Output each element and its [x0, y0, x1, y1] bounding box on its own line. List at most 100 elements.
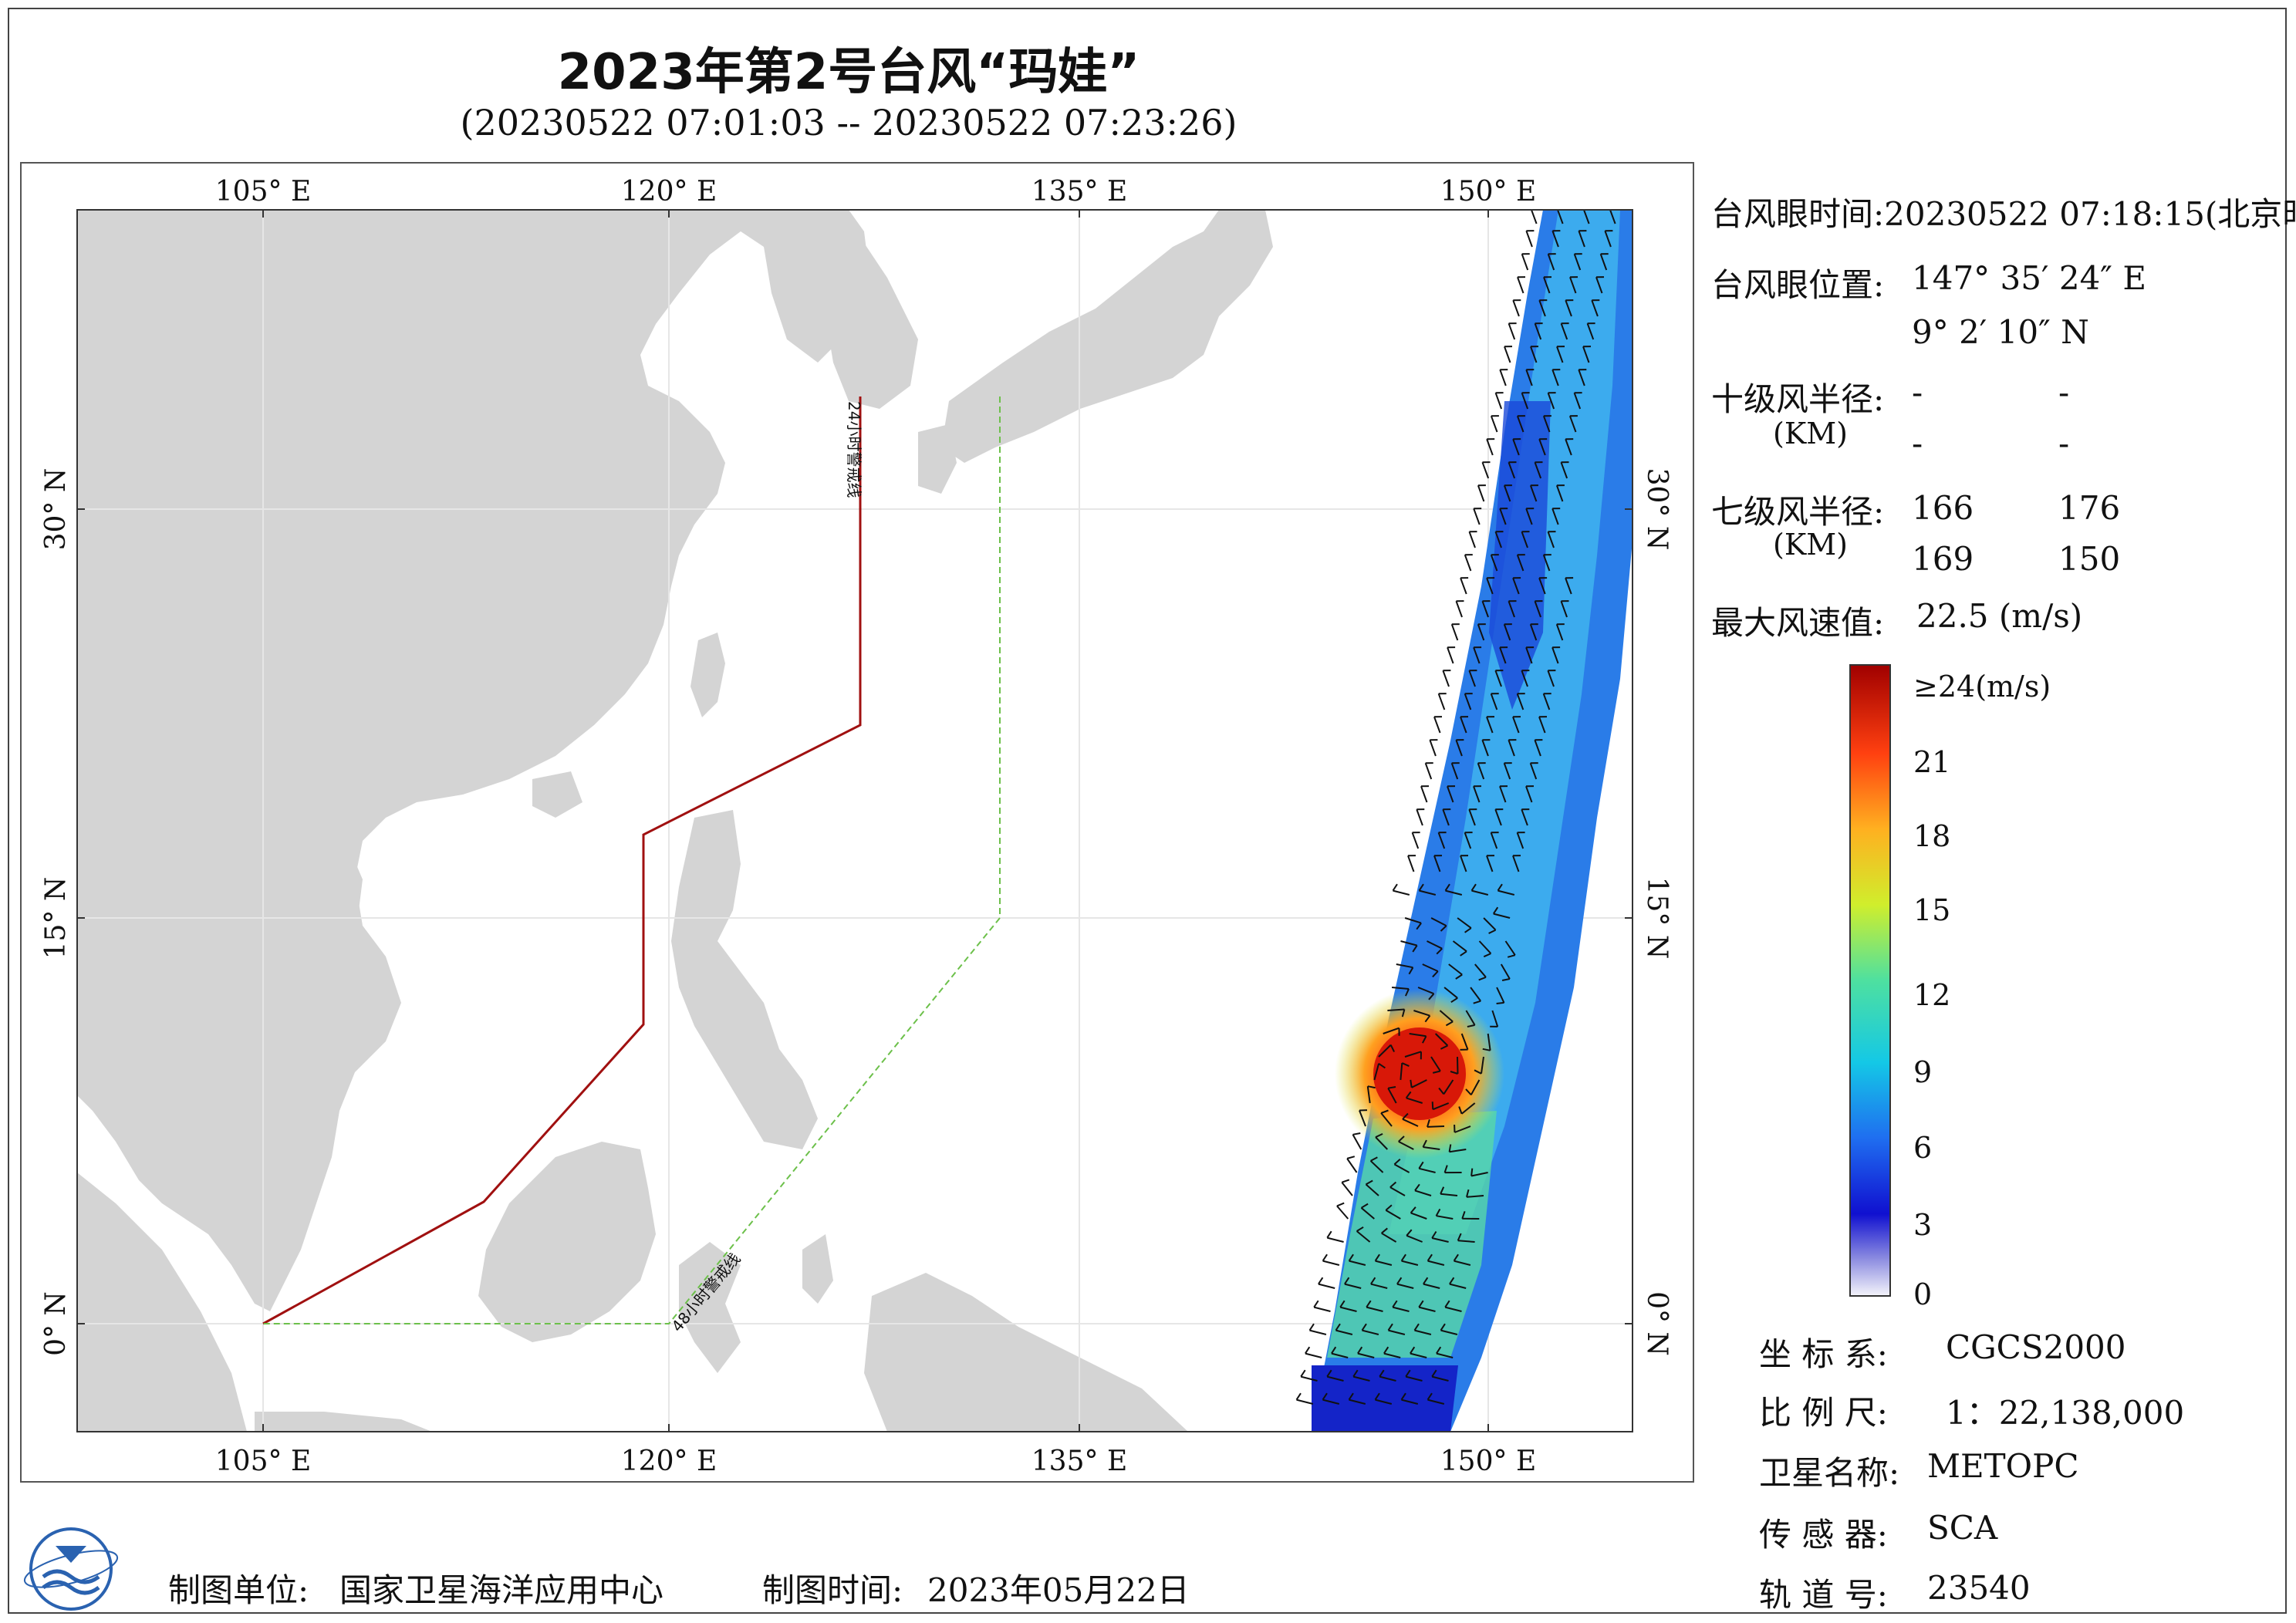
- wind-barb-shaft: [1366, 1306, 1383, 1312]
- wind-barb-shaft: [1471, 889, 1489, 896]
- halmahera: [802, 1234, 833, 1304]
- wind-barb-flag: [1356, 1226, 1364, 1232]
- wind-barb-shaft: [1352, 1134, 1362, 1150]
- wind-barb-shaft: [1424, 762, 1433, 780]
- wind-barb-shaft: [1530, 346, 1538, 363]
- wind-barb-flag: [1308, 1323, 1315, 1331]
- colorbar-label: 21: [1913, 745, 1951, 779]
- wind-barb-flag: [1406, 1229, 1413, 1237]
- eye-time: 台风眼时间:20230522 07:18:15(北京时): [1711, 188, 2296, 235]
- wind-barb-shaft: [1504, 346, 1511, 363]
- wind-barb-flag: [1370, 1277, 1376, 1285]
- wind-barb-shaft: [1296, 1399, 1314, 1405]
- wind-barb-shaft: [1327, 1237, 1344, 1243]
- wind-barb-shaft: [1516, 415, 1524, 433]
- wind-barb-shaft: [1427, 1260, 1445, 1266]
- wind-barb-flag: [1402, 1112, 1409, 1120]
- wind-barb-flag: [1388, 1086, 1396, 1089]
- wind-barb-shaft: [1417, 987, 1434, 995]
- wind-barb-shaft: [1503, 623, 1511, 641]
- wind-barb-shaft: [1388, 1329, 1406, 1335]
- wind-barb-shaft: [1305, 1352, 1322, 1358]
- wind-barb-shaft: [1454, 1125, 1471, 1133]
- wind-barb-flag: [1339, 1300, 1346, 1308]
- lon-label-bottom: 150° E: [1440, 1446, 1536, 1477]
- wind-barb-shaft: [1457, 1056, 1459, 1075]
- wind-barb-flag: [1405, 1091, 1412, 1098]
- axis-labels: 105° E 120° E 135° E 150° E 105° E 120° …: [40, 176, 1673, 1477]
- wind-barb-flag: [1414, 1183, 1420, 1191]
- scale-label: 比 例 尺:: [1759, 1394, 1888, 1432]
- wind-barb-shaft: [1344, 1283, 1362, 1289]
- wind-barb-shaft: [1470, 987, 1482, 1002]
- r10-label: 十级风半径:: [1711, 380, 1885, 418]
- colorbar-label: 0: [1913, 1277, 1933, 1311]
- wind-barb-shaft: [1373, 1063, 1380, 1081]
- wind-barb-flag: [1379, 1369, 1385, 1378]
- wind-barb-shaft: [1565, 577, 1572, 595]
- wind-barb-shaft: [1300, 1375, 1318, 1382]
- wind-barb-shaft: [1521, 808, 1528, 826]
- axis-ticks: [77, 210, 1633, 1432]
- wind-barb-flag: [1465, 1088, 1472, 1095]
- wind-barb-flag: [1455, 973, 1463, 980]
- sumatra: [77, 1173, 247, 1432]
- wind-barb-shaft: [1481, 461, 1490, 479]
- wind-barb-shaft: [1341, 1182, 1353, 1196]
- wind-barb-flag: [1466, 1189, 1470, 1198]
- wind-barb-flag: [1428, 993, 1435, 1000]
- swath-southern-dark: [1312, 1365, 1458, 1432]
- wind-barb-flag: [1444, 883, 1450, 892]
- wind-barb-shaft: [1486, 577, 1494, 595]
- wind-barb-flag: [1378, 1062, 1386, 1069]
- wind-barb-shaft: [1568, 415, 1577, 433]
- r10-value: -: [2058, 373, 2070, 411]
- scale-value: 1：22,138,000: [1946, 1394, 2185, 1432]
- wind-barb-shaft: [1414, 1189, 1432, 1196]
- wind-barb-shaft: [1427, 1399, 1445, 1405]
- wind-barb-shaft: [1490, 415, 1498, 433]
- crs-label: 坐 标 系:: [1759, 1335, 1888, 1373]
- wind-barb-flag: [1367, 1085, 1376, 1089]
- wind-barb-flag: [1398, 1135, 1405, 1142]
- wind-barb-shaft: [1494, 392, 1503, 410]
- wind-barb-shaft: [1336, 1205, 1349, 1220]
- wind-barb-flag: [1385, 1204, 1393, 1211]
- wind-barb-shaft: [1369, 1160, 1384, 1173]
- land-layer: [77, 210, 1273, 1432]
- wind-barb-shaft: [1400, 1063, 1403, 1081]
- wind-barb-shaft: [1560, 600, 1568, 618]
- wind-barb-flag: [1366, 1179, 1373, 1186]
- r10-value: -: [1912, 373, 1923, 411]
- colorbar-label: 12: [1913, 978, 1951, 1012]
- colorbar-label: 18: [1913, 819, 1951, 853]
- wind-barb-shaft: [1396, 1283, 1414, 1289]
- wind-barb-flag: [1461, 1210, 1466, 1220]
- wind-barb-shaft: [1430, 917, 1447, 926]
- wind-barb-shaft: [1346, 1158, 1358, 1173]
- wind-barb-shaft: [1478, 940, 1492, 954]
- wind-barb-flag: [1295, 1392, 1302, 1401]
- wind-barb-flag: [1432, 1070, 1441, 1074]
- eye-longitude: 147° 35′ 24″ E: [1912, 259, 2146, 297]
- wind-barb-flag: [1474, 1069, 1482, 1075]
- wind-barb-shaft: [1521, 531, 1528, 548]
- wind-barb-shaft: [1427, 1125, 1445, 1128]
- wind-barb-shaft: [1357, 1352, 1375, 1358]
- wind-barb-shaft: [1442, 670, 1450, 687]
- wind-barb-shaft: [1525, 369, 1533, 386]
- wind-barb-shaft: [1477, 762, 1485, 780]
- wind-barb-flag: [1432, 970, 1439, 978]
- wind-barb-shaft: [1508, 322, 1516, 340]
- japan: [941, 210, 1273, 463]
- wind-barb-flag: [1431, 1369, 1437, 1378]
- r10-unit: (KM): [1773, 417, 1848, 450]
- wind-barb-flag: [1497, 883, 1503, 892]
- wind-barb-shaft: [1529, 623, 1538, 641]
- wind-barb-flag: [1370, 1156, 1378, 1162]
- wind-barb-shaft: [1427, 940, 1443, 950]
- wind-barb-shaft: [1555, 484, 1564, 502]
- wind-barb-flag: [1305, 1346, 1311, 1355]
- wind-barb-shaft: [1322, 1260, 1340, 1266]
